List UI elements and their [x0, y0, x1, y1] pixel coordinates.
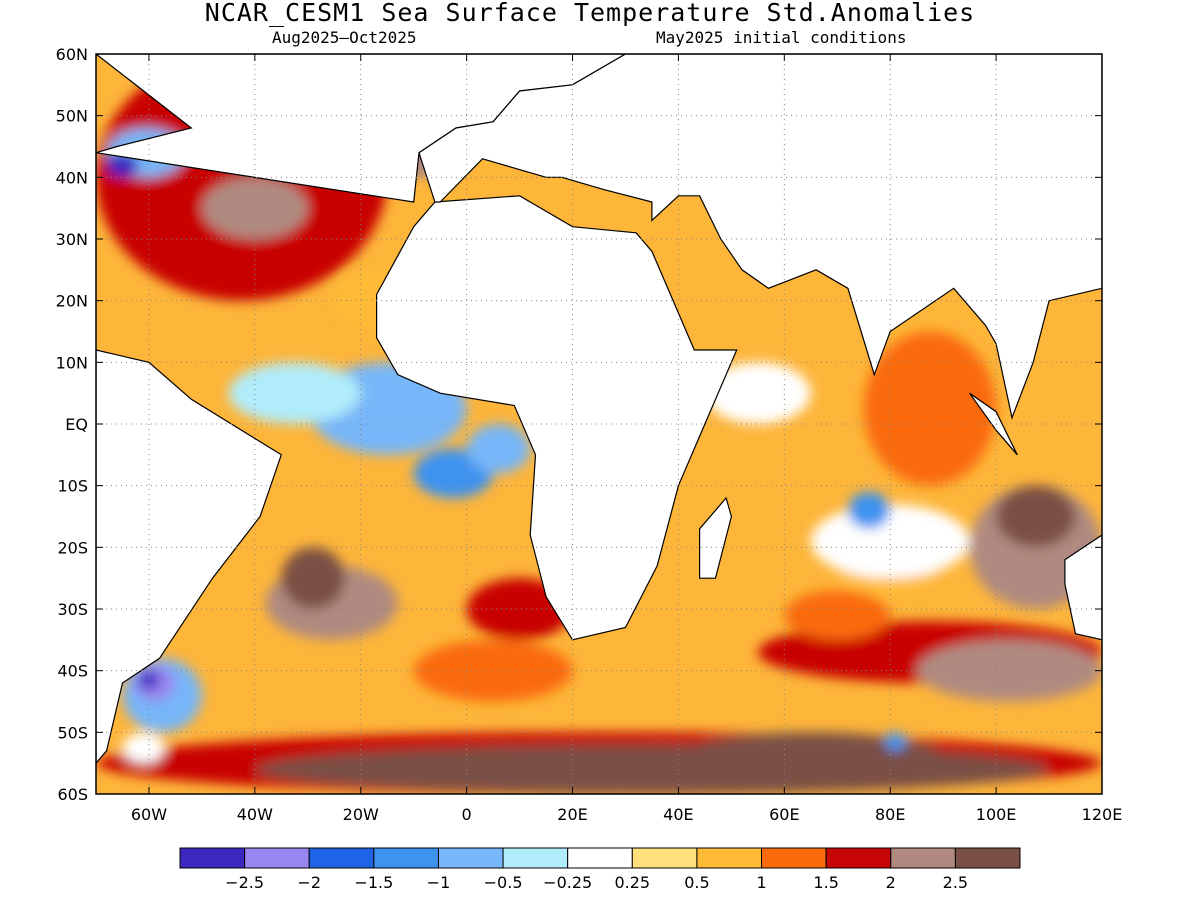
lon-tick-label: 60W: [131, 805, 167, 824]
landmass: [969, 392, 1018, 456]
colorbar-label: 0.5: [684, 873, 709, 892]
land-mask: [96, 54, 1102, 765]
anomaly-region: [281, 547, 345, 610]
gridlines: [96, 54, 1102, 794]
lon-tick-label: 40E: [663, 805, 693, 824]
colorbar-swatch: [502, 847, 569, 869]
colorbar-swatch: [631, 847, 698, 869]
lat-tick-label: 40S: [57, 662, 88, 681]
lat-tick-label: EQ: [65, 415, 88, 434]
colorbar-label: 0.25: [614, 873, 650, 892]
anomaly-region: [106, 152, 139, 178]
anomaly-region: [810, 504, 970, 579]
anomaly-region: [916, 639, 1102, 702]
lon-tick-label: 0: [462, 805, 472, 824]
colorbar-swatch: [567, 847, 633, 869]
lat-tick-label: 10N: [56, 353, 88, 372]
lat-tick-label: 30N: [56, 230, 88, 249]
lon-tick-label: 40W: [237, 805, 273, 824]
lat-tick-label: 60S: [57, 785, 88, 804]
colorbar-swatch: [825, 847, 892, 869]
landmass: [698, 496, 733, 579]
colorbar-swatch: [437, 847, 504, 869]
landmass: [1064, 534, 1102, 641]
colorbar-swatch: [373, 847, 439, 869]
lon-tick-label: 80E: [875, 805, 905, 824]
anomaly-region: [413, 639, 573, 702]
lat-tick-label: 20S: [57, 538, 88, 557]
anomaly-region: [466, 424, 531, 474]
initial-conditions: May2025 initial conditions: [656, 28, 907, 47]
colorbar-label: −1.5: [354, 873, 393, 892]
colorbar-swatch: [308, 847, 375, 869]
colorbar-label: 2.5: [943, 873, 968, 892]
colorbar-label: 1.5: [813, 873, 838, 892]
lon-tick-label: 120E: [1082, 805, 1123, 824]
colorbar-label: −0.25: [543, 873, 592, 892]
anomaly-region: [996, 485, 1076, 548]
lat-tick-label: 50S: [57, 723, 88, 742]
colorbar-swatch: [179, 847, 246, 869]
colorbar: −2.5 −2 −1.5 −1 −0.5 −0.25 0.25 0.5 1 1.5 2 2.5: [179, 847, 1021, 892]
lon-tick-label: 60E: [769, 805, 799, 824]
anomaly-region: [884, 732, 907, 751]
colorbar-label: −2: [297, 873, 321, 892]
anomaly-region: [847, 491, 891, 529]
axis-ticks: 60N 50N 40N 30N 20N 10N EQ 10S 20S 30S 40S 50S 60S 60…: [56, 45, 1123, 824]
colorbar-label: −2.5: [225, 873, 264, 892]
anomaly-region: [122, 732, 165, 764]
anomaly-region: [704, 362, 811, 424]
map-title: NCAR_CESM1 Sea Surface Temperature Std.A…: [204, 0, 976, 27]
lon-tick-label: 20E: [557, 805, 587, 824]
colorbar-label: −0.5: [484, 873, 523, 892]
anomaly-region: [228, 362, 361, 424]
colorbar-swatch: [761, 847, 827, 869]
landmass: [96, 349, 283, 765]
landmass: [376, 195, 738, 641]
lat-tick-label: 40N: [56, 168, 88, 187]
anomaly-region: [863, 331, 997, 486]
colorbar-swatch: [890, 847, 956, 869]
colorbar-swatch: [954, 847, 1021, 869]
lat-tick-label: 20N: [56, 292, 88, 311]
colorbar-swatch: [696, 847, 763, 869]
colorbar-label: 1: [756, 873, 766, 892]
lon-tick-label: 20W: [343, 805, 379, 824]
lat-tick-label: 60N: [56, 45, 88, 64]
lat-tick-label: 50N: [56, 107, 88, 126]
colorbar-label: 2: [886, 873, 896, 892]
lat-tick-label: 30S: [57, 600, 88, 619]
anomaly-region: [678, 732, 944, 782]
landmass: [418, 54, 1102, 420]
forecast-period: Aug2025–Oct2025: [272, 28, 417, 47]
colorbar-label: −1: [427, 873, 451, 892]
anomaly-region: [201, 177, 308, 240]
lon-tick-label: 100E: [976, 805, 1017, 824]
colorbar-swatch: [244, 847, 310, 869]
anomaly-region: [784, 590, 891, 640]
lat-tick-label: 10S: [57, 477, 88, 496]
